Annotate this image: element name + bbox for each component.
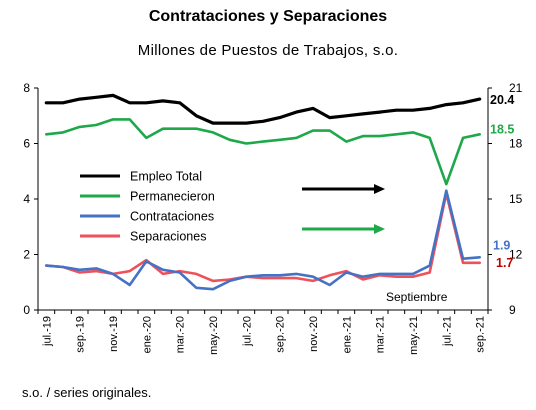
x-tick-label: jul.-21 xyxy=(441,316,453,347)
legend-label-separaciones: Separaciones xyxy=(130,230,206,244)
end-label-contrataciones: 1.9 xyxy=(493,238,510,252)
y-right-tick-label: 15 xyxy=(509,192,523,206)
y-left-tick-label: 8 xyxy=(23,81,30,95)
x-tick-label: nov.-20 xyxy=(308,316,320,352)
x-tick-label: sep.-20 xyxy=(275,316,287,353)
series-line-permanecieron xyxy=(44,118,482,186)
x-tick-label: jul.-20 xyxy=(241,316,253,347)
series-line-contrataciones xyxy=(44,189,482,291)
y-left-tick-label: 0 xyxy=(23,303,30,317)
y-left-tick-label: 6 xyxy=(23,137,30,151)
annotation-septiembre: Septiembre xyxy=(386,290,448,304)
x-tick-label: may.-21 xyxy=(408,316,420,355)
x-tick-label: jul.-19 xyxy=(41,316,53,347)
chart-title: Contrataciones y Separaciones xyxy=(148,8,388,25)
x-tick-label: may.-20 xyxy=(208,316,220,355)
end-label-empleo-total: 20.4 xyxy=(490,93,514,107)
chart-subtitle: Millones de Puestos de Trabajos, s.o. xyxy=(137,42,399,59)
x-tick-label: mar.-20 xyxy=(175,316,187,353)
x-tick-label: mar.-21 xyxy=(375,316,387,353)
plot-area: 0 2 4 6 8 9 12 15 18 21 jul.-19 sep.-19 nov.-19 ene.-… xyxy=(23,81,522,355)
series-line-separaciones xyxy=(44,192,482,283)
legend-label-permanecieron: Permanecieron xyxy=(130,190,215,204)
chart-footnote: s.o. / series originales. xyxy=(22,385,152,400)
y-left-tick-label: 2 xyxy=(23,248,30,262)
y-left-tick-label: 4 xyxy=(23,192,30,206)
legend-label-contrataciones: Contrataciones xyxy=(130,210,214,224)
y-right-tick-label: 9 xyxy=(509,303,516,317)
x-tick-label: sep.-21 xyxy=(475,316,487,353)
arrow-black-head xyxy=(374,184,385,194)
y-right-tick-label: 18 xyxy=(509,137,523,151)
series-line-empleo-total xyxy=(44,93,482,125)
end-label-separaciones: 1.7 xyxy=(496,256,513,270)
arrow-green-head xyxy=(374,224,385,234)
x-tick-label: ene.-21 xyxy=(341,316,353,353)
x-tick-label: nov.-19 xyxy=(108,316,120,352)
x-tick-label: sep.-19 xyxy=(75,316,87,353)
y-right-tick-label: 12 xyxy=(509,248,523,262)
end-label-permanecieron: 18.5 xyxy=(490,122,514,136)
y-right-tick-label: 21 xyxy=(509,81,523,95)
x-tick-label: ene.-20 xyxy=(141,316,153,353)
legend-label-empleo-total: Empleo Total xyxy=(130,170,202,184)
